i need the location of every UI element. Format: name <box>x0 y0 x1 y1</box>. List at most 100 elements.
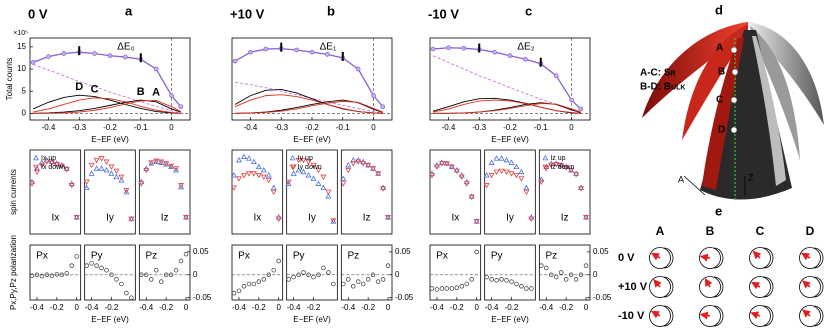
x-tick-label: -0.4 <box>30 303 44 312</box>
x-tick-label: -0.4 <box>42 123 56 132</box>
data-point <box>473 219 480 225</box>
data-point <box>235 156 242 163</box>
data-point <box>118 177 125 183</box>
data-point <box>276 258 281 264</box>
data-point <box>438 159 445 165</box>
data-point <box>123 54 128 60</box>
data-point <box>326 270 331 275</box>
data-point <box>439 286 445 291</box>
data-point <box>107 53 113 59</box>
plot-frame <box>138 149 191 235</box>
x-tick-label: -0.1 <box>336 123 350 132</box>
data-point <box>109 272 114 278</box>
legend-marker <box>33 154 39 161</box>
data-point <box>370 272 376 278</box>
point-label: B <box>718 67 725 78</box>
data-point <box>578 106 584 112</box>
data-point <box>483 172 490 178</box>
data-point <box>449 286 455 291</box>
x-tick-label: 0 <box>584 303 589 312</box>
half-circle <box>813 305 824 327</box>
legend-marker <box>542 154 549 161</box>
x-tick-label: -0.2 <box>505 303 519 312</box>
data-point <box>360 281 366 287</box>
half-circle <box>663 276 674 298</box>
data-point <box>498 155 505 161</box>
data-point <box>153 66 159 72</box>
data-point <box>63 165 70 171</box>
data-point <box>498 168 505 175</box>
data-point <box>458 174 465 181</box>
data-point <box>53 162 60 168</box>
data-point <box>163 272 169 278</box>
data-point <box>346 277 351 282</box>
data-point <box>492 49 497 55</box>
x-tick-label: -0.4 <box>442 123 456 132</box>
data-point <box>94 263 99 268</box>
data-point <box>523 56 528 62</box>
data-point <box>99 265 104 271</box>
data-point <box>459 284 465 289</box>
x-axis-label: E−EF (eV) <box>293 135 331 144</box>
legend-text: Ix down <box>41 164 65 171</box>
data-point <box>489 277 494 282</box>
x-tick-label: -0.2 <box>305 123 319 132</box>
data-point <box>433 164 440 170</box>
data-point <box>494 278 499 283</box>
data-point <box>518 176 525 182</box>
column-header: D <box>806 224 815 238</box>
data-point <box>568 272 574 278</box>
data-point <box>153 267 159 273</box>
data-point <box>438 161 445 167</box>
data-point <box>488 172 495 179</box>
data-point <box>265 177 272 184</box>
data-point <box>286 277 291 282</box>
series-line <box>33 99 181 114</box>
data-point <box>583 214 590 221</box>
data-point <box>93 157 100 164</box>
x-tick-label: -0.4 <box>287 303 301 312</box>
spin-arrow <box>750 311 761 319</box>
spin-arrow <box>651 252 661 261</box>
column-header: A <box>656 224 665 238</box>
x-tick-label: 0 <box>169 123 174 132</box>
data-point <box>245 155 252 161</box>
series-line <box>433 103 581 114</box>
data-point <box>144 272 149 278</box>
legend-text: Ix up <box>41 155 56 162</box>
y-tick-label: 5 <box>22 86 27 95</box>
half-circle <box>813 276 824 298</box>
half-circle <box>713 276 724 298</box>
data-point <box>38 159 45 165</box>
data-point <box>63 167 70 173</box>
data-point <box>61 51 67 56</box>
data-point <box>320 174 327 181</box>
data-point <box>178 104 184 110</box>
data-point <box>453 167 460 173</box>
data-point <box>108 170 115 176</box>
data-point <box>325 52 330 57</box>
data-point <box>240 172 247 179</box>
y-tick-label: 0 <box>22 108 27 117</box>
data-point <box>380 104 386 110</box>
spin-arrow <box>704 278 713 288</box>
subplot-label: Iz <box>561 213 569 224</box>
data-point <box>380 277 386 282</box>
legend-text: B-D: Bulk <box>640 82 686 93</box>
plot-frame <box>340 244 393 301</box>
y-tick-label: 0 <box>193 270 198 279</box>
data-point <box>429 286 435 291</box>
x-tick-label: -0.2 <box>103 123 117 132</box>
component-label: C <box>91 84 99 96</box>
data-point <box>178 258 184 264</box>
data-point <box>508 171 515 177</box>
data-point <box>84 263 89 268</box>
plot-frame <box>231 149 284 235</box>
x-tick-label: -0.4 <box>244 123 258 132</box>
data-point <box>365 162 372 169</box>
plot-frame <box>484 149 536 235</box>
data-point <box>360 161 367 167</box>
data-point <box>266 272 272 278</box>
data-point <box>231 290 237 296</box>
data-point <box>340 175 347 181</box>
